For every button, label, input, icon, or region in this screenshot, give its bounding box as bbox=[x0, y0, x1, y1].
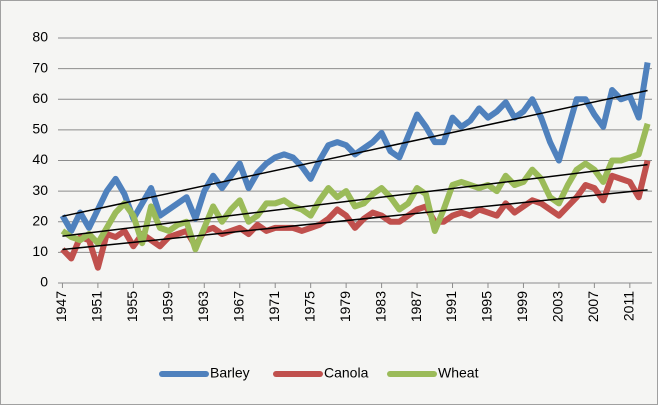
y-tick-label: 60 bbox=[32, 90, 48, 106]
x-tick-label: 2003 bbox=[550, 291, 566, 322]
trend-line bbox=[62, 89, 648, 218]
legend-label: Canola bbox=[324, 365, 369, 381]
x-tick-label: 1983 bbox=[372, 291, 388, 322]
x-tick-label: 1991 bbox=[443, 291, 459, 322]
y-tick-label: 70 bbox=[32, 59, 48, 75]
trend-line bbox=[62, 189, 648, 251]
series-line bbox=[60, 159, 651, 271]
legend-label: Barley bbox=[210, 365, 250, 381]
x-tick-label: 1955 bbox=[124, 291, 140, 322]
x-tick-label: 1999 bbox=[514, 291, 530, 322]
x-tick-label: 1979 bbox=[337, 291, 353, 322]
trend-line bbox=[62, 163, 648, 237]
x-tick-label: 1951 bbox=[89, 291, 105, 322]
series-line bbox=[59, 62, 651, 234]
x-tick-label: 1975 bbox=[301, 291, 317, 322]
y-tick-label: 80 bbox=[32, 29, 48, 45]
x-tick-label: 1947 bbox=[53, 291, 69, 322]
y-tick-label: 0 bbox=[40, 274, 48, 290]
y-tick-label: 10 bbox=[32, 243, 48, 259]
y-tick-label: 50 bbox=[32, 121, 48, 137]
x-tick-label: 1987 bbox=[408, 291, 424, 322]
x-tick-label: 1967 bbox=[230, 291, 246, 322]
y-tick-label: 30 bbox=[32, 182, 48, 198]
x-tick-label: 1971 bbox=[266, 291, 282, 322]
series-line bbox=[60, 122, 651, 253]
legend-label: Wheat bbox=[438, 365, 479, 381]
x-tick-label: 2007 bbox=[585, 291, 601, 322]
x-tick-label: 1995 bbox=[479, 291, 495, 322]
y-tick-label: 20 bbox=[32, 212, 48, 228]
x-tick-label: 2011 bbox=[621, 291, 637, 321]
x-tick-label: 1963 bbox=[195, 291, 211, 322]
y-tick-label: 40 bbox=[32, 151, 48, 167]
x-tick-label: 1959 bbox=[160, 291, 176, 322]
